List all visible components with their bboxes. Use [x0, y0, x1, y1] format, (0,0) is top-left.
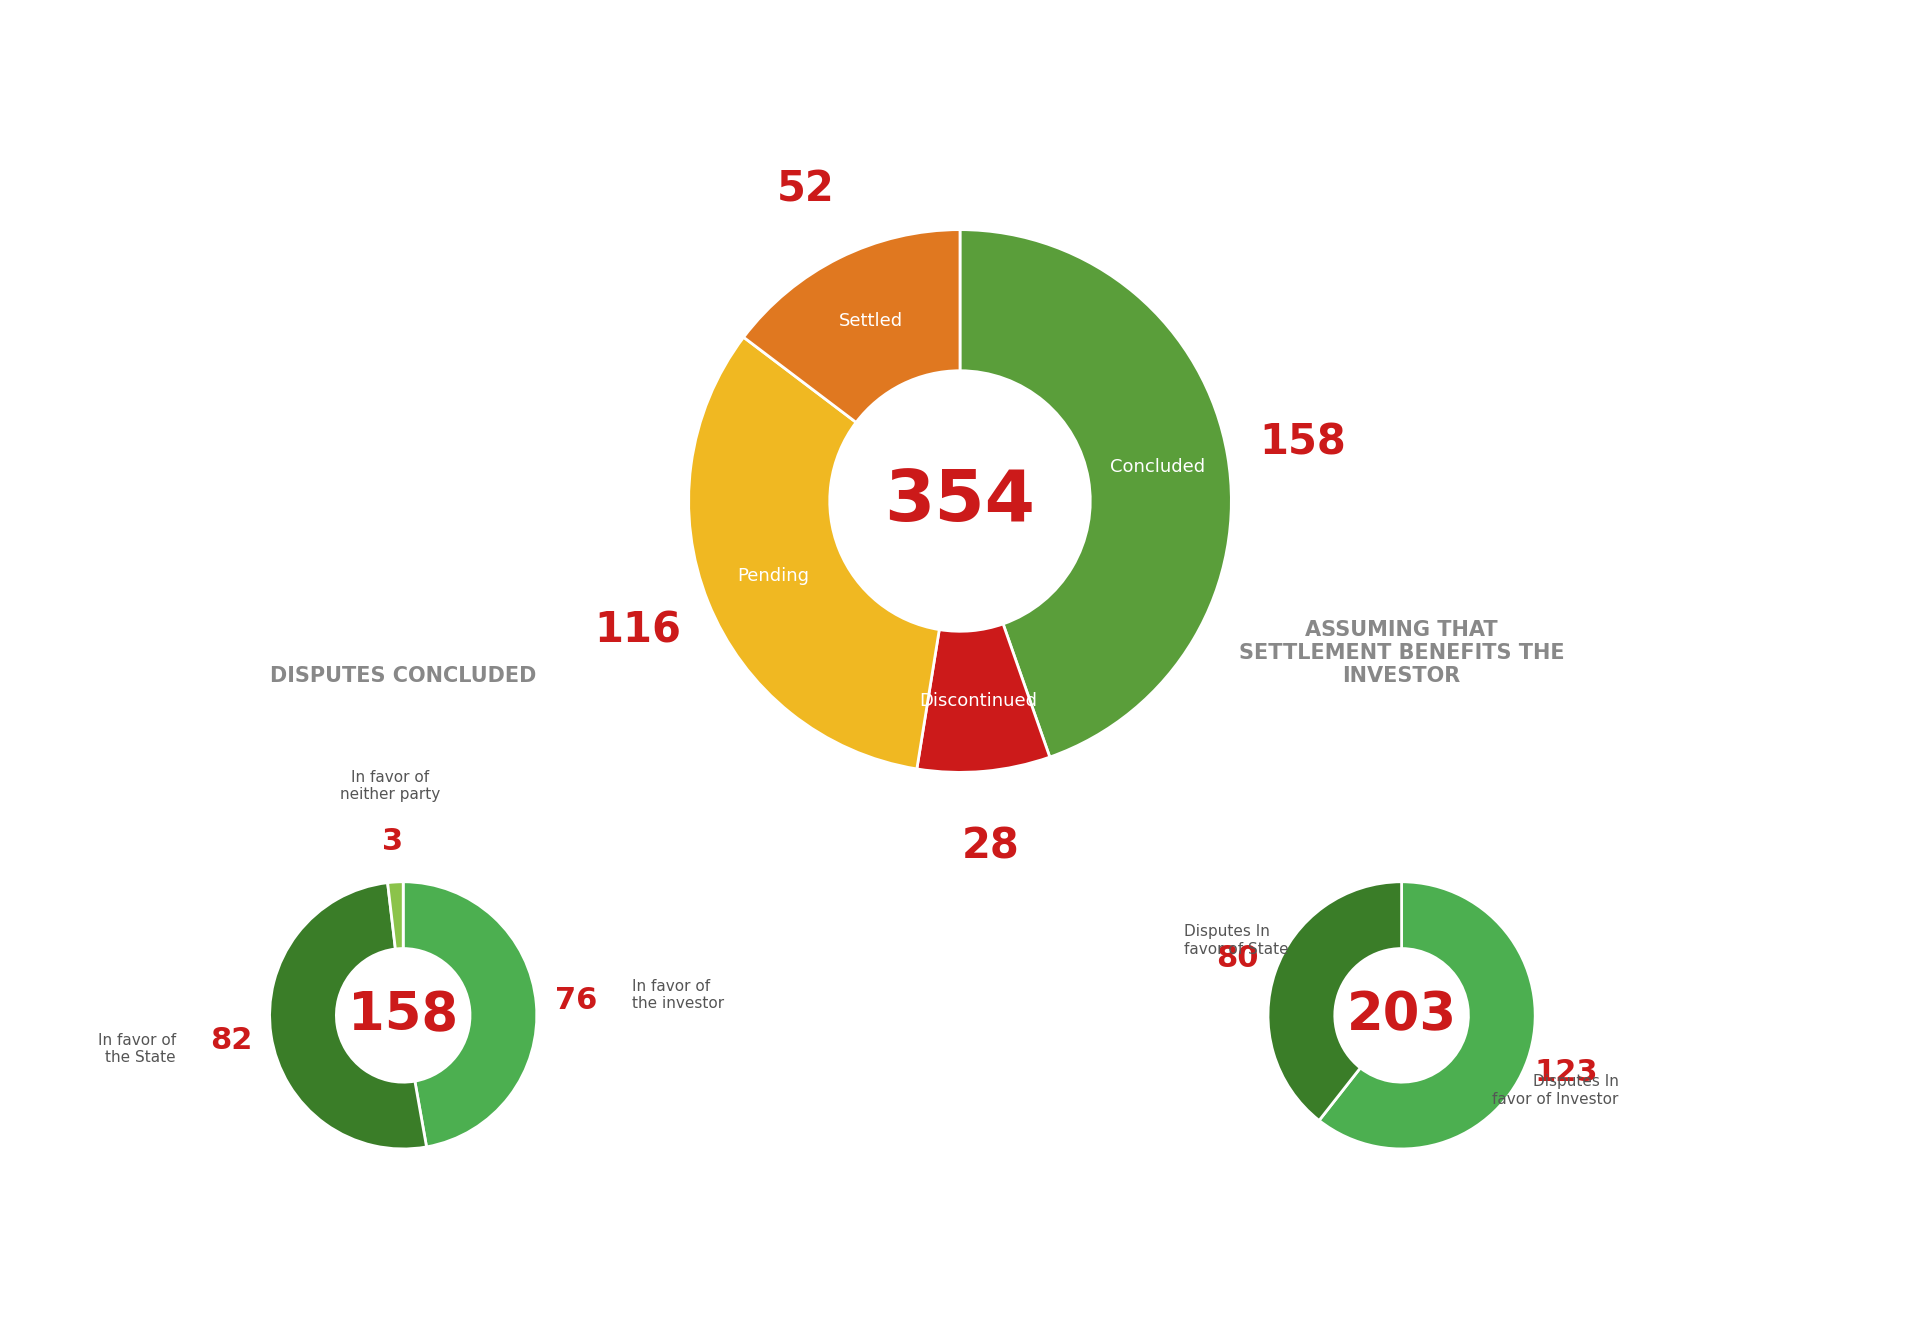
Text: In favor of
neither party: In favor of neither party — [340, 770, 440, 802]
Wedge shape — [743, 230, 960, 422]
Text: In favor of
the investor: In favor of the investor — [632, 979, 724, 1011]
Text: Settled: Settled — [839, 313, 902, 330]
Text: Pending: Pending — [737, 566, 810, 585]
Text: In favor of
the State: In favor of the State — [98, 1033, 177, 1065]
Wedge shape — [1267, 882, 1402, 1121]
Text: 158: 158 — [348, 990, 459, 1041]
Text: 123: 123 — [1534, 1058, 1597, 1086]
Text: 76: 76 — [555, 986, 597, 1014]
Wedge shape — [918, 624, 1050, 772]
Text: Discontinued: Discontinued — [920, 692, 1037, 709]
Text: Disputes In
favor of State: Disputes In favor of State — [1185, 925, 1288, 957]
Wedge shape — [960, 230, 1231, 758]
Wedge shape — [689, 337, 939, 770]
Text: 80: 80 — [1215, 945, 1260, 973]
Text: 82: 82 — [209, 1026, 253, 1055]
Text: 354: 354 — [885, 466, 1035, 536]
Text: 116: 116 — [593, 609, 682, 652]
Text: 158: 158 — [1260, 422, 1346, 464]
Wedge shape — [388, 882, 403, 949]
Wedge shape — [269, 883, 426, 1149]
Text: Disputes In
favor of Investor: Disputes In favor of Investor — [1492, 1074, 1619, 1106]
Text: ASSUMING THAT
SETTLEMENT BENEFITS THE
INVESTOR: ASSUMING THAT SETTLEMENT BENEFITS THE IN… — [1238, 620, 1565, 687]
Wedge shape — [403, 882, 538, 1146]
Text: DISPUTES CONCLUDED: DISPUTES CONCLUDED — [271, 667, 536, 687]
Text: 28: 28 — [962, 826, 1020, 868]
Text: Concluded: Concluded — [1110, 458, 1206, 477]
Wedge shape — [1319, 882, 1536, 1149]
Text: 52: 52 — [776, 168, 833, 211]
Text: 203: 203 — [1346, 990, 1457, 1041]
Text: 3: 3 — [382, 827, 403, 856]
